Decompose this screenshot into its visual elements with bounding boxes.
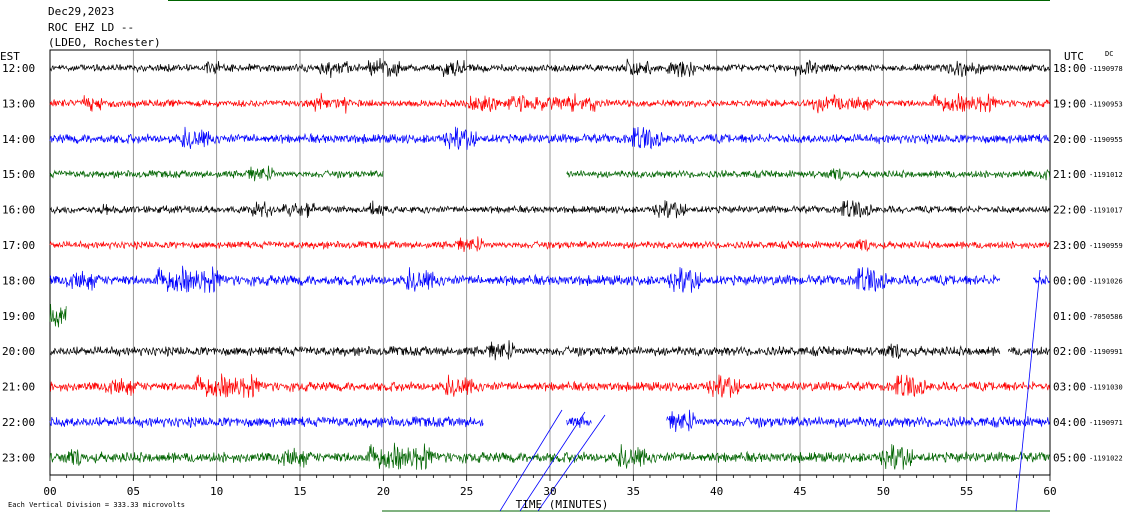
x-tick-label: 40 (710, 485, 723, 498)
trace-2000-seg1 (1007, 346, 1051, 356)
off-scale-line-2 (537, 414, 606, 512)
utc-label: 18:00 (1053, 62, 1086, 75)
trace-2200-seg1 (566, 415, 592, 428)
dc-value: -1191026 (1089, 277, 1123, 285)
trace-2300-seg0 (49, 442, 1050, 470)
utc-label: 22:00 (1053, 204, 1086, 217)
utc-label: 19:00 (1053, 97, 1086, 110)
header-date: Dec29,2023 (48, 5, 114, 18)
trace-2100-seg0 (49, 373, 1050, 398)
dc-value: -1190955 (1089, 136, 1123, 144)
off-scale-line-0 (499, 409, 563, 512)
est-label: 23:00 (2, 451, 35, 464)
est-label: 16:00 (2, 204, 35, 217)
off-scale-line-3 (1015, 269, 1041, 512)
grid (49, 0, 1051, 512)
est-label: 21:00 (2, 381, 35, 394)
trace-1500-seg1 (566, 168, 1051, 182)
dc-value: -1191017 (1089, 207, 1123, 215)
utc-label: 00:00 (1053, 274, 1086, 287)
left-axis-title: EST (0, 50, 20, 63)
utc-label: 23:00 (1053, 239, 1086, 252)
x-axis-label: TIME (MINUTES) (516, 498, 609, 511)
x-tick-label: 05 (127, 485, 140, 498)
trace-1200-seg0 (49, 57, 1050, 79)
trace-1700-seg0 (49, 236, 1050, 253)
utc-label: 03:00 (1053, 381, 1086, 394)
utc-label: 02:00 (1053, 345, 1086, 358)
dc-value: -1191012 (1089, 171, 1123, 179)
dc-value: -1191022 (1089, 454, 1123, 462)
x-tick-label: 20 (377, 485, 390, 498)
x-tick-label: 30 (543, 485, 556, 498)
est-label: 17:00 (2, 239, 35, 252)
est-label: 19:00 (2, 310, 35, 323)
dc-value: -7050586 (1089, 313, 1123, 321)
scale-note: Each Vertical Division = 333.33 microvol… (8, 501, 185, 509)
dc-value: -1190978 (1089, 65, 1123, 73)
utc-label: 01:00 (1053, 310, 1086, 323)
utc-label: 04:00 (1053, 416, 1086, 429)
trace-1400-seg0 (49, 126, 1050, 150)
dc-value: -1190991 (1089, 348, 1123, 356)
header-station: ROC EHZ LD -- (48, 21, 134, 34)
est-label: 13:00 (2, 97, 35, 110)
trace-1300-seg0 (49, 92, 1050, 114)
est-label: 15:00 (2, 168, 35, 181)
x-tick-label: 25 (460, 485, 473, 498)
trace-1600-seg0 (49, 200, 1050, 219)
x-tick-label: 15 (293, 485, 306, 498)
off-scale-line-1 (519, 411, 586, 512)
trace-1800-seg0 (49, 265, 1001, 293)
x-tick-label: 50 (877, 485, 890, 498)
dc-value: -1190953 (1089, 100, 1123, 108)
dc-value: -1190959 (1089, 242, 1123, 250)
est-label: 18:00 (2, 274, 35, 287)
est-label: 14:00 (2, 133, 35, 146)
x-tick-label: 55 (960, 485, 973, 498)
trace-2200-seg0 (49, 415, 484, 429)
header-network: (LDEO, Rochester) (48, 36, 161, 49)
trace-1800-seg1 (1032, 275, 1050, 285)
right-axis-title: UTC (1064, 50, 1084, 63)
dc-value: -1190971 (1089, 419, 1123, 427)
dc-value: -1191030 (1089, 384, 1123, 392)
trace-1900-seg0 (49, 303, 67, 328)
utc-label: 20:00 (1053, 133, 1086, 146)
est-label: 12:00 (2, 62, 35, 75)
trace-1500-seg0 (49, 165, 384, 182)
x-tick-label: 00 (43, 485, 56, 498)
utc-label: 05:00 (1053, 451, 1086, 464)
trace-2200-seg2 (666, 409, 1050, 433)
x-tick-label: 35 (627, 485, 640, 498)
x-tick-labels: 00 05 10 15 20 25 30 35 40 45 50 55 60 (43, 485, 1056, 498)
x-tick-label: 10 (210, 485, 223, 498)
est-label: 22:00 (2, 416, 35, 429)
est-label: 20:00 (2, 345, 35, 358)
x-tick-label: 45 (793, 485, 806, 498)
traces (49, 57, 1051, 512)
dc-label: DC (1105, 50, 1113, 58)
utc-label: 21:00 (1053, 168, 1086, 181)
x-tick-label: 60 (1043, 485, 1056, 498)
trace-2000-seg0 (49, 340, 1001, 361)
